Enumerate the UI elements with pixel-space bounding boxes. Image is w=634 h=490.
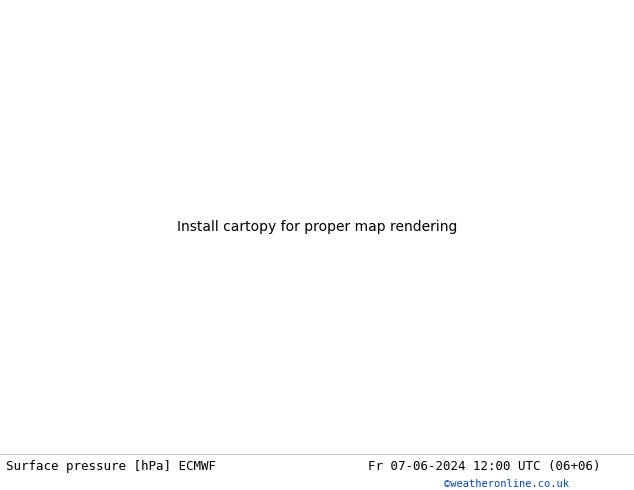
Text: ©weatheronline.co.uk: ©weatheronline.co.uk [444, 480, 569, 490]
Text: Surface pressure [hPa] ECMWF: Surface pressure [hPa] ECMWF [6, 460, 216, 473]
Text: Install cartopy for proper map rendering: Install cartopy for proper map rendering [177, 220, 457, 234]
Text: Fr 07-06-2024 12:00 UTC (06+06): Fr 07-06-2024 12:00 UTC (06+06) [368, 460, 600, 473]
